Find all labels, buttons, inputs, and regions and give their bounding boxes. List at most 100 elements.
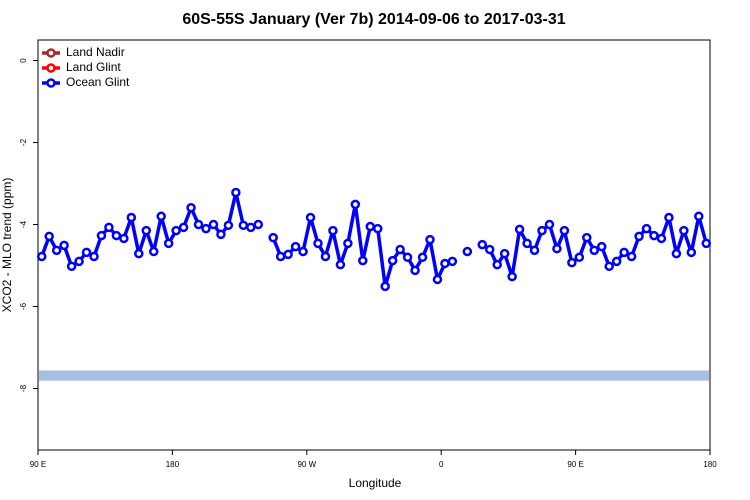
data-point — [641, 223, 652, 234]
data-point — [507, 271, 517, 282]
data-point — [395, 244, 405, 255]
data-point — [171, 225, 181, 236]
data-point — [335, 259, 346, 270]
y-tick-label: -2 — [19, 138, 28, 146]
data-point — [231, 187, 241, 198]
data-point — [484, 244, 495, 255]
x-tick-label: 180 — [703, 460, 717, 469]
data-point — [440, 258, 450, 269]
data-point — [290, 241, 301, 252]
legend-marker — [46, 63, 56, 73]
band — [39, 370, 709, 381]
data-point — [417, 252, 428, 263]
data-point — [372, 223, 383, 234]
data-point — [51, 245, 62, 256]
data-point — [253, 219, 264, 230]
data-point — [358, 255, 368, 266]
data-point — [544, 219, 555, 230]
data-point — [156, 211, 166, 222]
data-point — [238, 220, 249, 231]
data-point — [499, 248, 510, 259]
data-point — [216, 229, 226, 240]
data-point — [96, 230, 107, 241]
data-point — [119, 233, 129, 244]
data-point — [425, 234, 435, 245]
x-tick-label: 90 W — [297, 460, 316, 469]
data-point — [89, 251, 99, 262]
data-point — [343, 238, 353, 249]
data-point — [634, 231, 644, 242]
data-point — [104, 222, 114, 233]
x-tick-label: 90 E — [30, 460, 46, 469]
data-point — [148, 246, 159, 257]
data-point — [201, 223, 211, 234]
data-point — [664, 212, 674, 223]
data-point — [671, 248, 682, 259]
data-point — [567, 257, 577, 268]
y-tick-label: -6 — [19, 302, 28, 310]
data-point — [126, 212, 137, 223]
data-point — [582, 232, 592, 243]
data-point — [596, 241, 607, 252]
data-point — [59, 240, 69, 251]
data-point — [305, 212, 316, 223]
data-point — [679, 225, 689, 236]
data-point — [514, 224, 525, 235]
data-point — [701, 238, 712, 249]
x-tick-label: 90 E — [567, 460, 583, 469]
data-point — [686, 247, 697, 258]
legend-marker — [46, 78, 56, 88]
data-point — [193, 219, 204, 230]
data-point — [656, 233, 667, 244]
data-point — [619, 247, 629, 258]
data-point — [313, 238, 323, 249]
data-point — [522, 238, 532, 249]
data-point — [447, 256, 458, 267]
data-point — [626, 251, 637, 262]
data-point — [462, 246, 473, 257]
data-point — [74, 256, 84, 267]
data-point — [694, 211, 704, 222]
data-point — [537, 225, 547, 236]
legend-marker — [46, 48, 56, 58]
data-point — [134, 248, 144, 259]
data-point — [66, 261, 77, 272]
data-point — [178, 222, 189, 233]
data-point — [350, 199, 361, 210]
data-point — [111, 230, 122, 241]
data-point — [387, 255, 398, 266]
data-point — [380, 281, 390, 292]
data-point — [492, 259, 502, 270]
data-point — [559, 225, 570, 236]
data-point — [223, 220, 234, 231]
data-point — [298, 246, 308, 257]
y-tick-label: 0 — [19, 58, 28, 63]
data-point — [283, 249, 293, 260]
data-point — [275, 251, 286, 262]
data-point — [44, 231, 54, 242]
chart-title: 60S-55S January (Ver 7b) 2014-09-06 to 2… — [182, 11, 565, 28]
data-point — [402, 252, 413, 263]
data-point — [589, 245, 600, 256]
x-tick-label: 0 — [439, 460, 444, 469]
data-point — [163, 238, 174, 249]
data-point — [604, 261, 614, 272]
data-point — [141, 225, 152, 236]
data-point — [529, 245, 540, 256]
data-point — [649, 230, 659, 241]
data-point — [574, 252, 585, 263]
data-point — [328, 225, 338, 236]
data-point — [365, 221, 376, 232]
data-point — [320, 251, 331, 262]
data-point — [36, 251, 47, 262]
data-point — [477, 239, 488, 250]
data-point — [552, 243, 562, 254]
data-point — [611, 256, 622, 267]
data-point — [268, 232, 278, 243]
legend-label: Land Glint — [66, 60, 121, 74]
legend-label: Land Nadir — [66, 45, 125, 59]
data-point — [81, 247, 92, 258]
data-point — [186, 202, 196, 213]
